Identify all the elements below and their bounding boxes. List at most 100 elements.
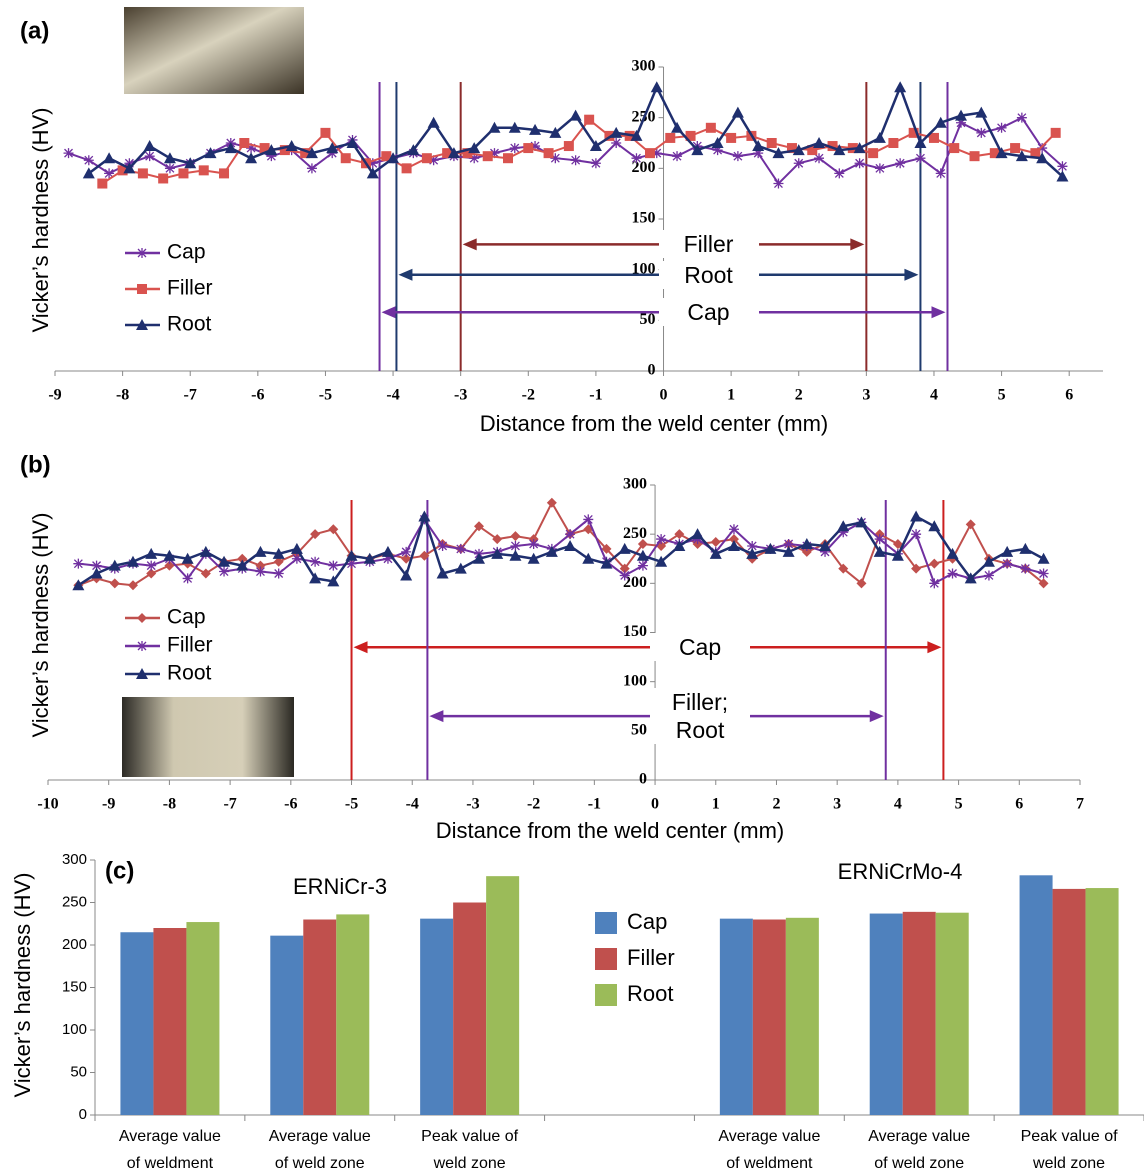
marker <box>291 553 302 564</box>
x-tick-label: -5 <box>319 387 332 404</box>
marker <box>1010 143 1021 154</box>
marker <box>636 549 649 561</box>
panel-label: (b) <box>20 451 51 478</box>
x-tick-label: 6 <box>1065 387 1073 404</box>
arrowhead <box>429 710 444 723</box>
marker <box>1038 578 1049 589</box>
bar <box>935 912 969 1115</box>
legend-label: Root <box>627 981 673 1006</box>
marker <box>259 143 270 154</box>
y-tick-label: 300 <box>632 58 656 75</box>
marker <box>382 553 393 564</box>
marker <box>892 539 903 549</box>
legend-swatch <box>595 912 617 934</box>
marker <box>266 151 277 162</box>
marker <box>327 575 340 587</box>
x-tick-label: 6 <box>1015 796 1023 813</box>
marker <box>381 545 394 557</box>
marker <box>570 155 581 166</box>
marker <box>589 140 602 152</box>
x-tick-label: Average value of weldment <box>718 1128 821 1172</box>
marker <box>127 580 138 591</box>
legend-label: Filler <box>167 634 213 657</box>
marker <box>158 173 169 184</box>
marker <box>674 529 685 540</box>
marker <box>619 570 630 581</box>
marker <box>584 114 595 125</box>
marker <box>109 578 120 589</box>
y-tick-label: 50 <box>70 1063 87 1080</box>
marker <box>1037 552 1050 564</box>
marker <box>509 549 522 561</box>
marker <box>200 568 211 579</box>
marker <box>747 540 758 551</box>
marker <box>469 153 480 164</box>
marker <box>630 129 643 141</box>
marker <box>63 148 74 159</box>
arrowhead <box>850 238 865 251</box>
marker <box>908 127 919 138</box>
marker <box>510 531 521 542</box>
x-tick-label: -2 <box>527 796 540 813</box>
bar <box>186 922 220 1115</box>
y-tick-label: 0 <box>648 362 656 379</box>
marker <box>1050 127 1061 138</box>
region-label: Filler; Root <box>650 688 751 745</box>
marker <box>672 151 683 162</box>
bar <box>303 919 337 1115</box>
marker <box>691 528 704 540</box>
marker <box>137 613 147 623</box>
legend-swatch <box>595 984 617 1006</box>
marker <box>181 552 194 564</box>
marker <box>254 545 267 557</box>
marker <box>915 153 926 164</box>
bar <box>120 932 154 1115</box>
x-tick-label: 2 <box>795 387 803 404</box>
legend-label: Cap <box>627 909 667 934</box>
x-tick-label: 2 <box>772 796 780 813</box>
marker <box>1037 143 1048 154</box>
marker <box>834 168 845 179</box>
arrowhead <box>927 641 942 654</box>
marker <box>508 121 521 133</box>
marker <box>564 539 577 551</box>
marker <box>600 557 613 569</box>
marker <box>888 138 899 148</box>
marker <box>655 555 668 567</box>
y-tick-label: 300 <box>623 476 647 493</box>
marker <box>601 543 612 554</box>
x-tick-label: -2 <box>522 387 535 404</box>
y-tick-label: 200 <box>62 936 87 953</box>
marker <box>914 137 927 148</box>
marker <box>964 572 977 584</box>
marker <box>773 178 784 189</box>
marker <box>928 520 941 532</box>
arrowhead <box>381 306 396 319</box>
marker <box>545 545 558 557</box>
marker <box>103 152 116 164</box>
x-tick-label: -5 <box>345 796 358 813</box>
y-tick-label: 200 <box>623 574 647 591</box>
legend-label: Cap <box>167 606 206 629</box>
marker <box>929 558 940 569</box>
marker <box>503 153 514 164</box>
marker <box>528 539 539 549</box>
marker <box>320 127 331 138</box>
marker <box>782 545 795 557</box>
marker <box>819 539 832 551</box>
marker <box>995 147 1008 159</box>
marker <box>996 122 1007 133</box>
marker <box>163 549 176 561</box>
region-label: Cap <box>650 633 751 662</box>
x-tick-label: -9 <box>48 387 61 404</box>
marker <box>947 568 958 579</box>
marker <box>975 106 988 118</box>
marker <box>1001 545 1014 557</box>
y-tick-label: 0 <box>639 771 647 788</box>
marker <box>530 141 541 152</box>
marker <box>705 122 716 133</box>
marker <box>218 555 231 567</box>
marker <box>1057 161 1068 172</box>
marker <box>146 560 157 571</box>
